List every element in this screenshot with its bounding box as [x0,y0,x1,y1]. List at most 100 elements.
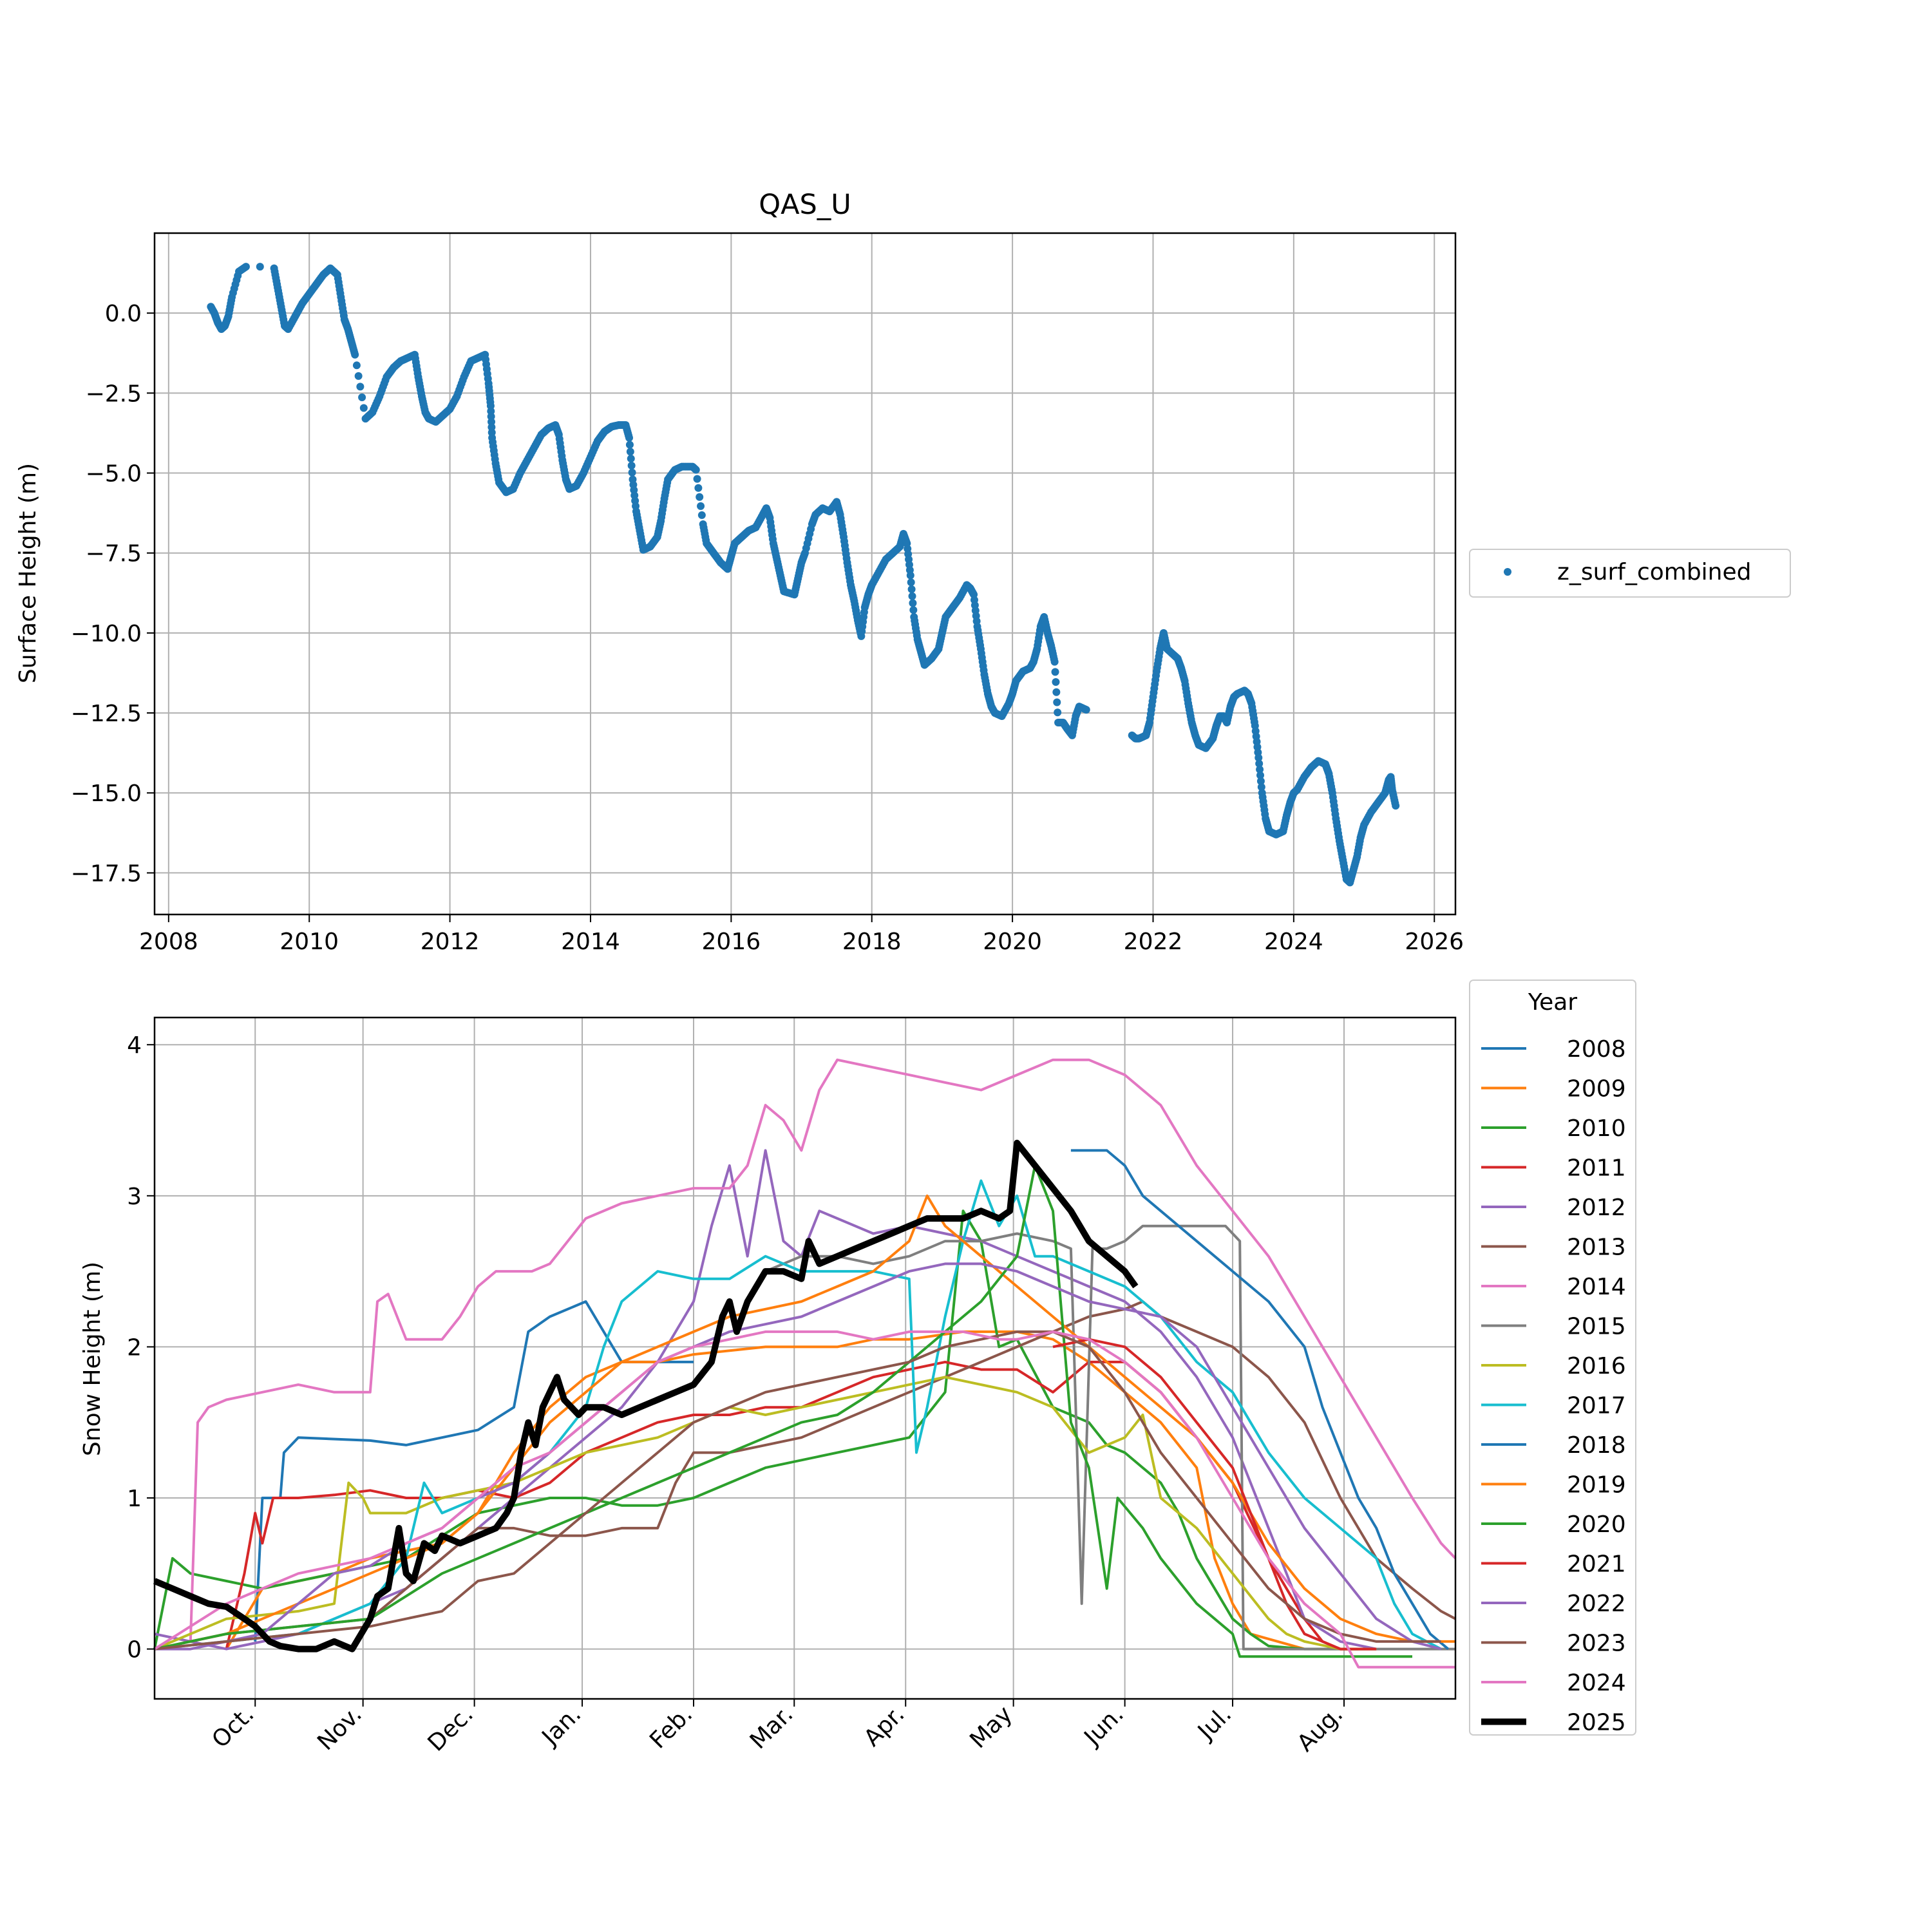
legend-label-2016: 2016 [1567,1353,1626,1379]
series-line-2012 [154,1149,1377,1651]
top-y-tick-label: −12.5 [71,701,142,727]
legend-label-2012: 2012 [1567,1195,1626,1221]
data-point [693,475,701,483]
top-y-tick-label: −17.5 [71,860,142,887]
top-y-tick-label: −2.5 [86,381,142,407]
top-x-tick-label: 2020 [983,929,1042,955]
series-line-2014 [154,1058,1457,1651]
series-line-2019 [154,1194,1455,1651]
month-tick-jun: Jun. [1079,1701,1129,1751]
month-tick-dec: Dec. [423,1701,478,1756]
snow-height-plot: Oct. Nov. Dec. Jan. Feb. Mar. Apr. May Jun. Jul. A… [79,980,1636,1757]
series-line-2013 [154,1300,1456,1651]
series-line-2020 [154,1164,1412,1658]
data-point [1082,706,1090,714]
data-point [697,511,706,519]
data-point [1392,802,1400,810]
legend-label-2014: 2014 [1567,1274,1626,1300]
month-tick-aug: Aug. [1293,1701,1349,1757]
month-tick-apr: Apr. [859,1701,910,1752]
series-line-2025 [153,1139,1139,1653]
bottom-y-tick-label: 1 [127,1486,142,1512]
series-line-2022 [155,1262,1442,1651]
month-tick-jan: Jan. [536,1701,587,1751]
top-y-axis-label: Surface Height (m) [15,463,41,683]
month-tick-mar: Mar. [745,1701,799,1754]
series-line-2010 [153,1209,1359,1651]
series-line-2016 [154,1376,1377,1651]
data-point [1052,688,1061,696]
bottom-y-tick-label: 0 [127,1637,142,1663]
data-point [256,263,264,271]
bottom-gridlines [155,1018,1455,1699]
legend-label-2015: 2015 [1567,1314,1626,1340]
data-point [628,468,636,477]
top-x-tick-label: 2026 [1405,929,1464,955]
legend-label-2022: 2022 [1567,1591,1626,1617]
month-tick-nov: Nov. [312,1701,367,1756]
data-point [1052,678,1060,687]
month-tick-jul: Jul. [1192,1701,1236,1745]
top-legend-box [1469,549,1791,598]
data-point [1256,777,1265,786]
data-point [908,592,916,600]
data-point [625,440,634,449]
legend-label-z-surf-combined: z_surf_combined [1557,559,1752,585]
legend-label-2013: 2013 [1567,1235,1626,1261]
legend-marker-z-surf-combined [1504,568,1511,576]
data-point [626,448,634,456]
series-line-2015 [764,1224,1455,1651]
legend-label-2019: 2019 [1567,1472,1626,1499]
bottom-legend: Year 2008 2009 2010 2011 2012 2013 2014 2015 201… [1469,980,1636,1736]
data-point [697,502,705,510]
top-x-tick-label: 2018 [842,929,902,955]
chart-title: QAS_U [759,189,851,221]
legend-label-2025: 2025 [1567,1710,1626,1736]
legend-title: Year [1528,989,1577,1016]
data-point [906,571,914,580]
data-point [1054,708,1062,717]
data-point [358,393,366,401]
legend-label-2009: 2009 [1567,1076,1626,1103]
data-point [354,372,363,380]
bottom-y-tick-label: 2 [127,1334,142,1361]
top-tick-labels: 2008 2010 2012 2014 2016 2018 2020 2022 2024 2026… [71,301,1464,955]
legend-label-2020: 2020 [1567,1511,1626,1538]
series-line-2018 [1070,1149,1450,1651]
bottom-y-axis-label: Snow Height (m) [79,1262,106,1456]
data-point [352,361,361,370]
data-point [627,461,636,469]
top-x-tick-label: 2010 [279,929,339,955]
top-y-tick-label: −5.0 [86,461,142,488]
top-x-tick-label: 2022 [1124,929,1183,955]
data-point [1050,658,1059,666]
bottom-series-lines [153,1058,1457,1669]
legend-label-2011: 2011 [1567,1155,1626,1182]
data-point [351,350,359,359]
bottom-y-tick-label: 3 [127,1184,142,1210]
month-tick-feb: Feb. [645,1701,697,1754]
data-point [242,263,250,271]
data-point [696,493,704,501]
series-line-2021 [1052,1338,1377,1651]
top-x-tick-label: 2012 [421,929,480,955]
series-line-2009 [225,1330,1305,1651]
bottom-y-tick-label: 4 [127,1032,142,1059]
series-line-2023 [154,1330,1441,1651]
data-point [907,585,916,594]
legend-label-2018: 2018 [1567,1432,1626,1459]
data-point [1255,753,1263,762]
data-point [1053,698,1061,706]
surface-height-plot: QAS_U 2008 2010 2012 2014 2016 2018 2020 2022 20… [15,189,1791,955]
legend-label-2010: 2010 [1567,1115,1626,1142]
top-y-tick-label: 0.0 [105,301,142,327]
top-x-tick-label: 2024 [1264,929,1323,955]
series-line-2017 [154,1179,1442,1651]
data-point [356,383,365,391]
data-point [694,484,703,492]
month-tick-oct: Oct. [207,1701,260,1753]
legend-label-2008: 2008 [1567,1036,1626,1063]
series-line-2024 [153,1330,1455,1669]
top-y-tick-label: −10.0 [71,621,142,647]
data-point [1051,668,1059,676]
